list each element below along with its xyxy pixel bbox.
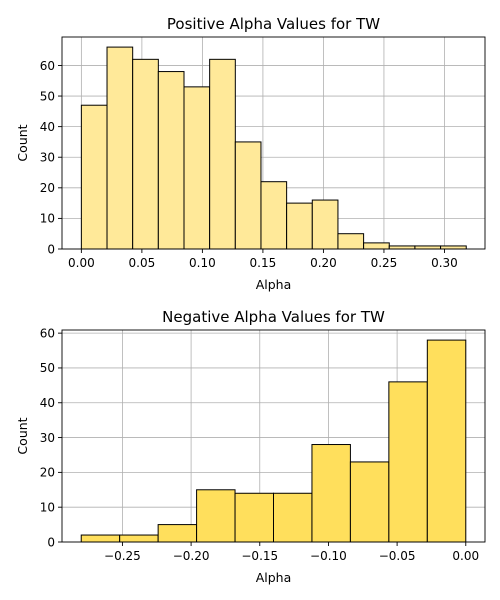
y-tick-label: 10 [40, 500, 55, 514]
histogram-bar [157, 524, 198, 543]
x-tick-label: 0.00 [68, 256, 95, 270]
histogram-bar [157, 71, 185, 250]
histogram-bar [273, 492, 313, 543]
y-tick-label: 20 [40, 466, 55, 480]
histogram-bar [349, 461, 390, 543]
chart-title: Positive Alpha Values for TW [167, 15, 380, 33]
histogram-bar [260, 181, 288, 250]
y-tick-label: 60 [40, 326, 55, 340]
histogram-bar [183, 86, 211, 250]
x-tick-label: 0.25 [371, 256, 398, 270]
x-tick-label: −0.15 [241, 549, 278, 563]
x-tick-label: −0.25 [104, 549, 141, 563]
x-tick-label: 0.15 [250, 256, 277, 270]
histogram-bar [311, 199, 339, 250]
y-tick-label: 30 [40, 151, 55, 165]
y-axis-label: Count [15, 417, 30, 454]
histogram-bar [80, 534, 121, 543]
x-tick-label: −0.05 [379, 549, 416, 563]
histogram-bar [426, 339, 467, 543]
histogram-bar [80, 104, 108, 250]
histogram-bar [234, 141, 262, 250]
y-tick-label: 0 [47, 242, 55, 256]
chart-panel-1: 0.00 0.05 0.10 0.15 0.20 0.25 0.30 0 10 20 30 40 50 6… [15, 15, 486, 292]
histogram-bar [388, 381, 428, 543]
y-tick-label: 10 [40, 212, 55, 226]
histogram-bar [196, 489, 236, 543]
y-tick-label: 50 [40, 361, 55, 375]
histogram-bar [132, 58, 159, 250]
histogram-bar [119, 534, 159, 543]
y-tick-label: 40 [40, 120, 55, 134]
y-tick-label: 60 [40, 59, 55, 73]
y-tick-label: 20 [40, 181, 55, 195]
chart-panel-2: −0.25 −0.20 −0.15 −0.10 −0.05 0.00 0 10 20 30 40 50… [15, 308, 486, 585]
x-tick-label: 0.00 [452, 549, 479, 563]
histogram-bar [286, 202, 313, 250]
histogram-bar [106, 46, 134, 250]
histogram-bar [440, 245, 467, 250]
y-tick-label: 50 [40, 89, 55, 103]
y-tick-label: 0 [47, 535, 55, 549]
y-axis-label: Count [15, 124, 30, 161]
histogram-bar [311, 444, 351, 543]
y-tick-label: 40 [40, 396, 55, 410]
histogram-bar [337, 233, 365, 250]
y-tick-label: 30 [40, 431, 55, 445]
x-tick-label: 0.30 [431, 256, 458, 270]
histogram-bar [414, 245, 442, 250]
x-tick-label: 0.20 [310, 256, 337, 270]
x-tick-label: −0.10 [310, 549, 347, 563]
chart-title: Negative Alpha Values for TW [162, 308, 385, 326]
x-tick-label: −0.20 [173, 549, 210, 563]
axes-frame [61, 329, 486, 543]
histogram-bar [388, 245, 416, 250]
axes-frame [61, 36, 486, 250]
x-axis-label: Alpha [256, 277, 292, 292]
x-axis-label: Alpha [256, 570, 292, 585]
histogram-bar [363, 242, 390, 250]
x-tick-label: 0.10 [189, 256, 216, 270]
histogram-bar [234, 492, 274, 543]
x-tick-label: 0.05 [129, 256, 156, 270]
histogram-bar [209, 58, 236, 250]
